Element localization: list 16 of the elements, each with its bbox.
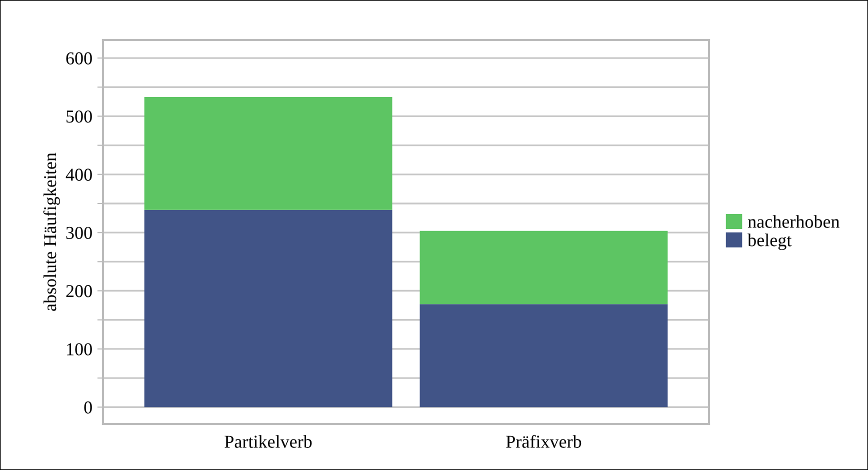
bar (420, 230, 668, 304)
legend-label: nacherhoben (748, 215, 840, 228)
y-tick-label: 100 (67, 343, 92, 356)
y-tick-label: 500 (66, 110, 92, 123)
x-tick-label: Partikelverb (224, 435, 312, 448)
y-tick-label: 0 (84, 401, 92, 414)
y-tick-label: 400 (66, 168, 92, 181)
bar (144, 97, 392, 210)
legend-label: belegt (748, 234, 792, 250)
y-axis-title: absolute Häufigkeiten (43, 152, 60, 311)
bar (144, 210, 392, 408)
y-tick-label: 300 (66, 226, 92, 240)
y-tick-label: 600 (66, 52, 92, 64)
bar (420, 304, 668, 408)
y-tick-label: 200 (66, 285, 92, 298)
x-tick-label: Präfixverb (506, 434, 582, 448)
